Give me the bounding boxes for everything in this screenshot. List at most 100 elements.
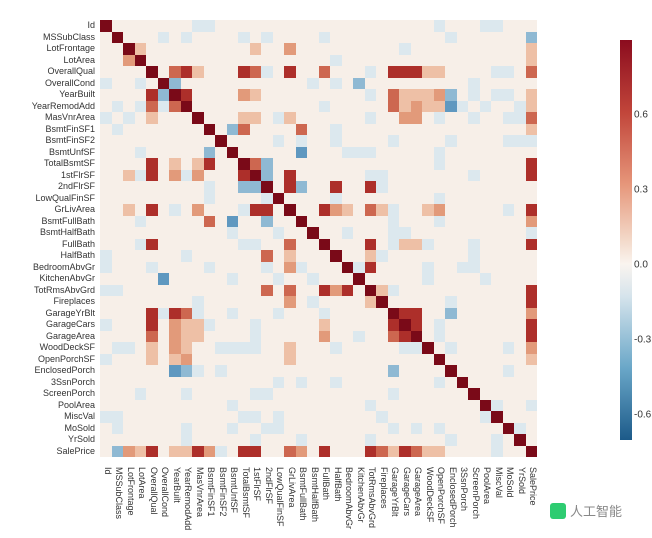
heatmap-cell xyxy=(376,43,388,55)
heatmap-cell xyxy=(261,342,273,354)
heatmap-cell xyxy=(146,193,158,205)
heatmap-cell xyxy=(169,135,181,147)
heatmap-cell xyxy=(365,170,377,182)
heatmap-cell xyxy=(192,135,204,147)
heatmap-cell xyxy=(284,239,296,251)
heatmap-cell xyxy=(388,20,400,32)
heatmap-cell xyxy=(514,66,526,78)
heatmap-cell xyxy=(388,342,400,354)
heatmap-cell xyxy=(215,377,227,389)
heatmap-cell xyxy=(227,193,239,205)
heatmap-cell xyxy=(411,308,423,320)
heatmap-cell xyxy=(158,55,170,67)
heatmap-cell xyxy=(514,319,526,331)
heatmap-cell xyxy=(503,124,515,136)
heatmap-cell xyxy=(112,342,124,354)
heatmap-cell xyxy=(480,170,492,182)
heatmap-cell xyxy=(503,354,515,366)
heatmap-cell xyxy=(123,434,135,446)
heatmap-cell xyxy=(342,319,354,331)
heatmap-cell xyxy=(342,434,354,446)
heatmap-cell xyxy=(468,285,480,297)
heatmap-cell xyxy=(434,89,446,101)
heatmap-cell xyxy=(376,55,388,67)
x-label: 1stFlrSF xyxy=(252,467,262,501)
heatmap-cell xyxy=(388,262,400,274)
heatmap-cell xyxy=(215,365,227,377)
heatmap-cell xyxy=(146,319,158,331)
heatmap-cell xyxy=(411,377,423,389)
heatmap-cell xyxy=(238,239,250,251)
heatmap-cell xyxy=(514,296,526,308)
heatmap-cell xyxy=(514,446,526,458)
heatmap-cell xyxy=(123,446,135,458)
heatmap-cell xyxy=(388,135,400,147)
heatmap-cell xyxy=(192,354,204,366)
heatmap-cell xyxy=(514,78,526,90)
heatmap-cell xyxy=(526,32,538,44)
heatmap-cell xyxy=(284,204,296,216)
heatmap-cell xyxy=(503,66,515,78)
x-label: YrSold xyxy=(517,467,527,494)
heatmap-cell xyxy=(112,55,124,67)
heatmap-cell xyxy=(284,331,296,343)
heatmap-cell xyxy=(284,216,296,228)
heatmap-cell xyxy=(514,239,526,251)
heatmap-cell xyxy=(261,354,273,366)
heatmap-cell xyxy=(422,135,434,147)
heatmap-cell xyxy=(514,400,526,412)
heatmap-cell xyxy=(112,239,124,251)
heatmap-cell xyxy=(457,388,469,400)
heatmap-cell xyxy=(261,158,273,170)
heatmap-cell xyxy=(376,181,388,193)
heatmap-cell xyxy=(388,181,400,193)
heatmap-cell xyxy=(250,158,262,170)
heatmap-cell xyxy=(284,411,296,423)
heatmap-cell xyxy=(307,331,319,343)
heatmap-cell xyxy=(342,411,354,423)
heatmap-cell xyxy=(319,423,331,435)
heatmap-cell xyxy=(445,89,457,101)
heatmap-cell xyxy=(434,181,446,193)
x-label: BsmtFinSF2 xyxy=(218,467,228,517)
heatmap-cell xyxy=(342,296,354,308)
heatmap-cell xyxy=(526,193,538,205)
heatmap-cell xyxy=(192,181,204,193)
heatmap-cell xyxy=(503,331,515,343)
x-label: GarageCars xyxy=(402,467,412,516)
heatmap-cell xyxy=(376,308,388,320)
x-label: LotArea xyxy=(137,467,147,499)
heatmap-cell xyxy=(388,204,400,216)
heatmap-cell xyxy=(514,227,526,239)
heatmap-cell xyxy=(342,66,354,78)
heatmap-cell xyxy=(100,342,112,354)
heatmap-cell xyxy=(365,20,377,32)
heatmap-cell xyxy=(388,239,400,251)
heatmap-cell xyxy=(158,227,170,239)
y-label: BedroomAbvGr xyxy=(10,262,98,274)
heatmap-cell xyxy=(411,354,423,366)
heatmap-cell xyxy=(342,89,354,101)
heatmap-cell xyxy=(100,262,112,274)
heatmap-cell xyxy=(342,365,354,377)
heatmap-cell xyxy=(192,124,204,136)
heatmap-cell xyxy=(468,308,480,320)
heatmap-cell xyxy=(411,446,423,458)
heatmap-cell xyxy=(273,20,285,32)
heatmap-cell xyxy=(399,446,411,458)
heatmap-cell xyxy=(284,296,296,308)
heatmap-cell xyxy=(514,216,526,228)
heatmap-cell xyxy=(146,43,158,55)
x-label: Id xyxy=(103,467,113,475)
heatmap-cell xyxy=(503,181,515,193)
heatmap-cell xyxy=(468,365,480,377)
heatmap-cell xyxy=(514,181,526,193)
heatmap-cell xyxy=(250,181,262,193)
heatmap-cell xyxy=(296,423,308,435)
heatmap-cell xyxy=(192,204,204,216)
heatmap-cell xyxy=(192,388,204,400)
heatmap-cell xyxy=(480,262,492,274)
heatmap-cell xyxy=(434,377,446,389)
heatmap-cell xyxy=(480,423,492,435)
heatmap-cell xyxy=(204,434,216,446)
